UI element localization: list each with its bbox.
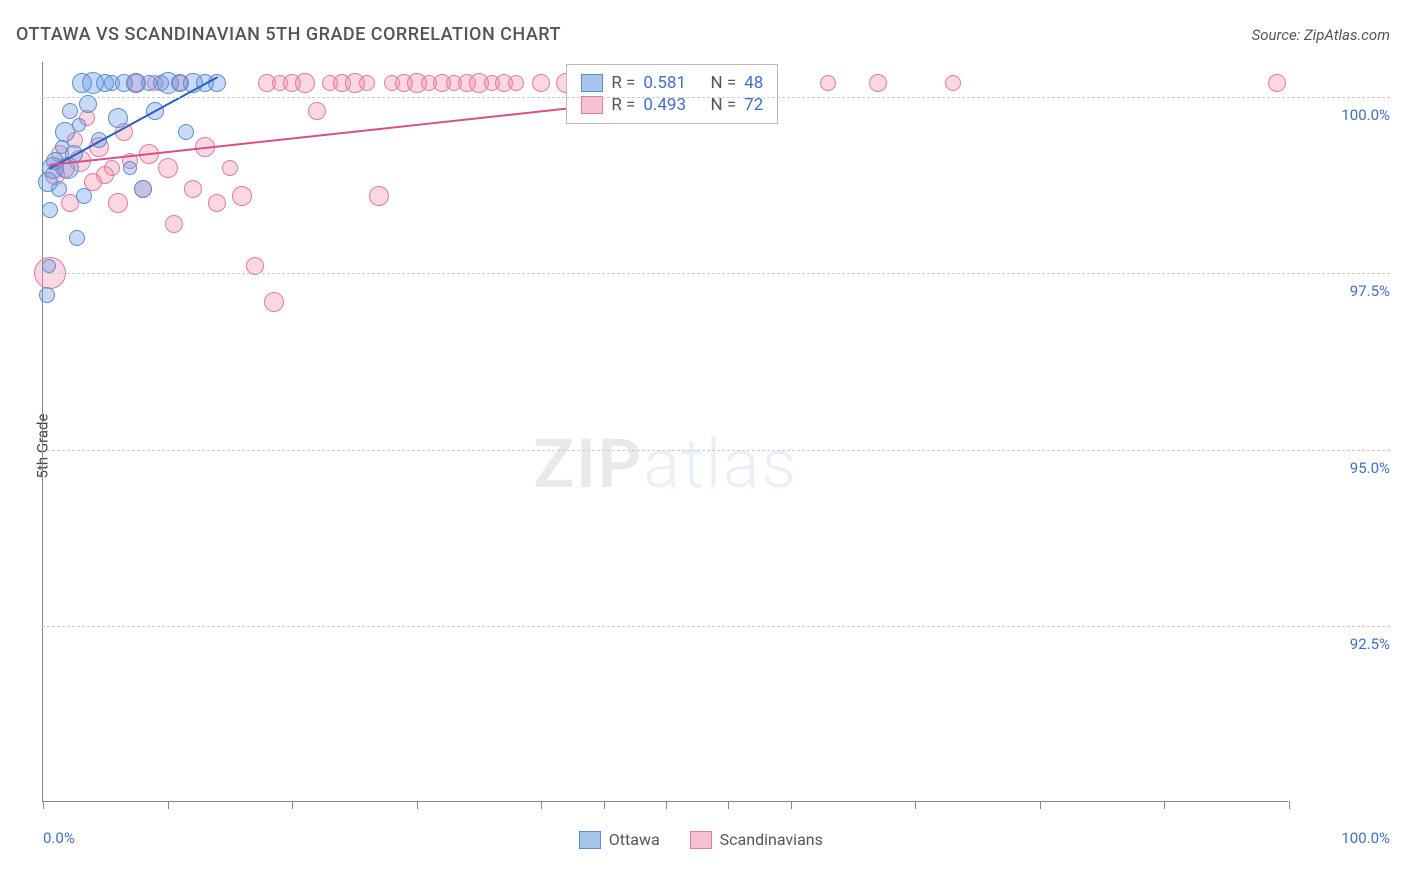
scatter-point [158, 158, 178, 178]
legend-swatch [690, 831, 712, 849]
scatter-point [184, 180, 202, 198]
ytick-label: 92.5% [1350, 635, 1390, 653]
xtick [604, 801, 605, 809]
legend-n-label: N = [710, 73, 736, 93]
watermark-zip: ZIP [533, 424, 643, 504]
legend-swatch [581, 96, 603, 114]
xtick [417, 801, 418, 809]
scatter-point [295, 73, 315, 93]
scatter-point [264, 292, 284, 312]
scatter-point [69, 230, 85, 246]
scatter-point [232, 186, 252, 206]
scatter-point [104, 160, 120, 176]
scatter-point [208, 194, 226, 212]
scatter-point [178, 124, 194, 140]
legend-swatch [581, 74, 603, 92]
scatter-point [108, 193, 128, 213]
legend-r-label: R = [611, 73, 635, 93]
scatter-point [123, 161, 137, 175]
gridline [42, 97, 1390, 98]
series-name: Scandinavians [720, 830, 823, 849]
xtick [1289, 801, 1290, 809]
scatter-point [1268, 74, 1286, 92]
xtick [791, 801, 792, 809]
legend-n-value: 48 [744, 73, 763, 93]
scatter-point [359, 75, 375, 91]
gridline [42, 626, 1390, 627]
scatter-point [51, 181, 67, 197]
scatter-point [134, 180, 152, 198]
xtick [666, 801, 667, 809]
scatter-point [869, 74, 887, 92]
xtick [541, 801, 542, 809]
xlabel-min: 0.0% [43, 829, 75, 847]
scatter-point [165, 215, 183, 233]
chart-title: OTTAWA VS SCANDINAVIAN 5TH GRADE CORRELA… [16, 24, 561, 45]
watermark: ZIPatlas [533, 424, 798, 504]
chart-area: ZIPatlas 0.0%100.0%R = 0.581 N = 48R = 0… [42, 62, 1390, 802]
ytick-label: 97.5% [1350, 282, 1390, 300]
scatter-point [532, 74, 550, 92]
scatter-point [222, 160, 238, 176]
scatter-point [72, 118, 86, 132]
series-legend: Ottawa Scandinavians [579, 830, 823, 849]
scatter-point [369, 186, 389, 206]
scatter-point [308, 102, 326, 120]
gridline [42, 273, 1390, 274]
scatter-point [76, 188, 92, 204]
xtick [168, 801, 169, 809]
legend-r-value: 0.581 [643, 73, 686, 93]
xtick [728, 801, 729, 809]
legend-row: R = 0.581 N = 48 [581, 73, 763, 93]
legend-swatch [579, 831, 601, 849]
xlabel-max: 100.0% [1341, 829, 1390, 847]
xtick [43, 801, 44, 809]
source-text: Source: ZipAtlas.com [1252, 26, 1390, 44]
scatter-point [820, 75, 836, 91]
ytick-label: 100.0% [1341, 106, 1390, 124]
scatter-point [945, 75, 961, 91]
watermark-atlas: atlas [643, 424, 798, 504]
series-legend-item: Ottawa [579, 830, 660, 849]
xtick [292, 801, 293, 809]
scatter-point [62, 103, 78, 119]
series-legend-item: Scandinavians [690, 830, 823, 849]
xtick [915, 801, 916, 809]
gridline [42, 450, 1390, 451]
series-name: Ottawa [609, 830, 660, 849]
scatter-point [42, 259, 56, 273]
scatter-point [508, 75, 524, 91]
plot-region: ZIPatlas 0.0%100.0%R = 0.581 N = 48R = 0… [42, 62, 1288, 802]
correlation-legend: R = 0.581 N = 48R = 0.493 N = 72 [566, 64, 778, 124]
xtick [1040, 801, 1041, 809]
xtick [1164, 801, 1165, 809]
scatter-point [39, 287, 55, 303]
scatter-point [42, 202, 58, 218]
ytick-label: 95.0% [1350, 459, 1390, 477]
